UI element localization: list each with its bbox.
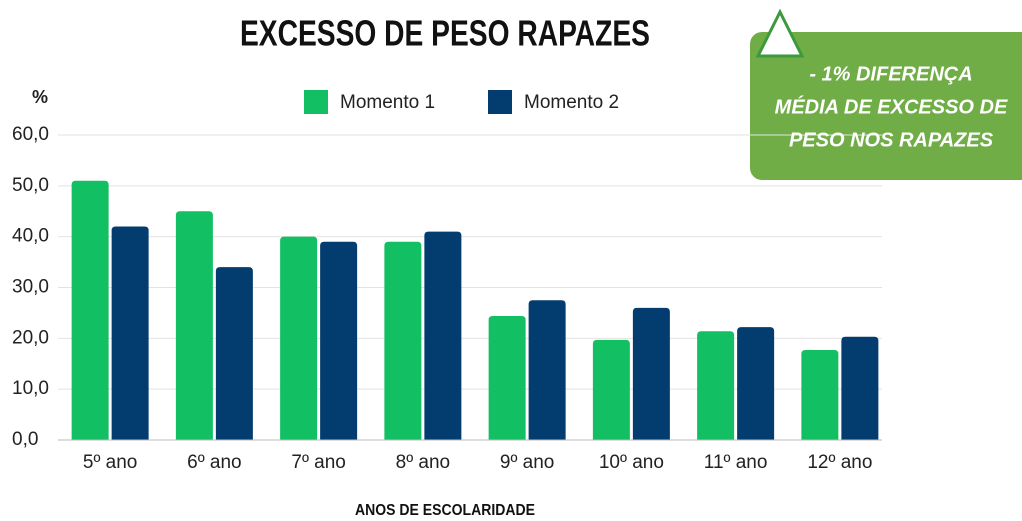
x-tick-label: 5º ano: [83, 452, 138, 473]
x-tick-label: 10º ano: [599, 452, 664, 473]
y-tick-label: 40,0: [12, 226, 49, 247]
bar: [424, 231, 462, 440]
bar: [71, 180, 109, 440]
legend-label: Momento 2: [524, 92, 619, 113]
x-tick-label: 11º ano: [704, 452, 768, 473]
x-tick-label: 8º ano: [396, 452, 451, 473]
x-tick-label: 6º ano: [187, 452, 242, 473]
bar: [528, 300, 566, 440]
y-tick-label: 10,0: [12, 378, 49, 399]
annotation: [750, 8, 1022, 180]
legend-label: Momento 1: [340, 92, 435, 113]
bar: [841, 336, 879, 440]
bar: [488, 315, 526, 440]
bar: [384, 241, 422, 440]
y-tick-label: 30,0: [12, 277, 49, 298]
bar: [111, 226, 149, 440]
bar: [697, 331, 735, 440]
x-tick-label: 12º ano: [807, 452, 872, 473]
y-tick-label: 20,0: [12, 327, 49, 348]
bar: [215, 267, 253, 440]
legend-swatch: [304, 90, 328, 114]
bar: [320, 241, 358, 440]
y-tick-label: 60,0: [12, 124, 49, 145]
bar: [175, 211, 213, 440]
y-tick-label: 50,0: [12, 175, 49, 196]
annotation-text: MÉDIA DE EXCESSO DE: [775, 95, 1008, 118]
legend-swatch: [488, 90, 512, 114]
y-axis-label: %: [32, 87, 48, 107]
y-tick-label: 0,0: [12, 429, 38, 450]
annotation-text: PESO NOS RAPAZES: [789, 129, 994, 151]
x-tick-label: 9º ano: [500, 452, 555, 473]
bar: [801, 350, 839, 440]
bar: [592, 339, 630, 440]
annotation-text: - 1% DIFERENÇA: [809, 63, 972, 85]
x-axis-label: ANOS DE ESCOLARIDADE: [355, 502, 535, 519]
chart-title: EXCESSO DE PESO RAPAZES: [240, 13, 650, 54]
bar: [737, 327, 775, 440]
bar: [280, 236, 318, 440]
bar: [632, 307, 670, 440]
annotation-box: [750, 32, 1022, 180]
annotation-triangle: [755, 8, 805, 58]
x-tick-label: 7º ano: [291, 452, 346, 473]
